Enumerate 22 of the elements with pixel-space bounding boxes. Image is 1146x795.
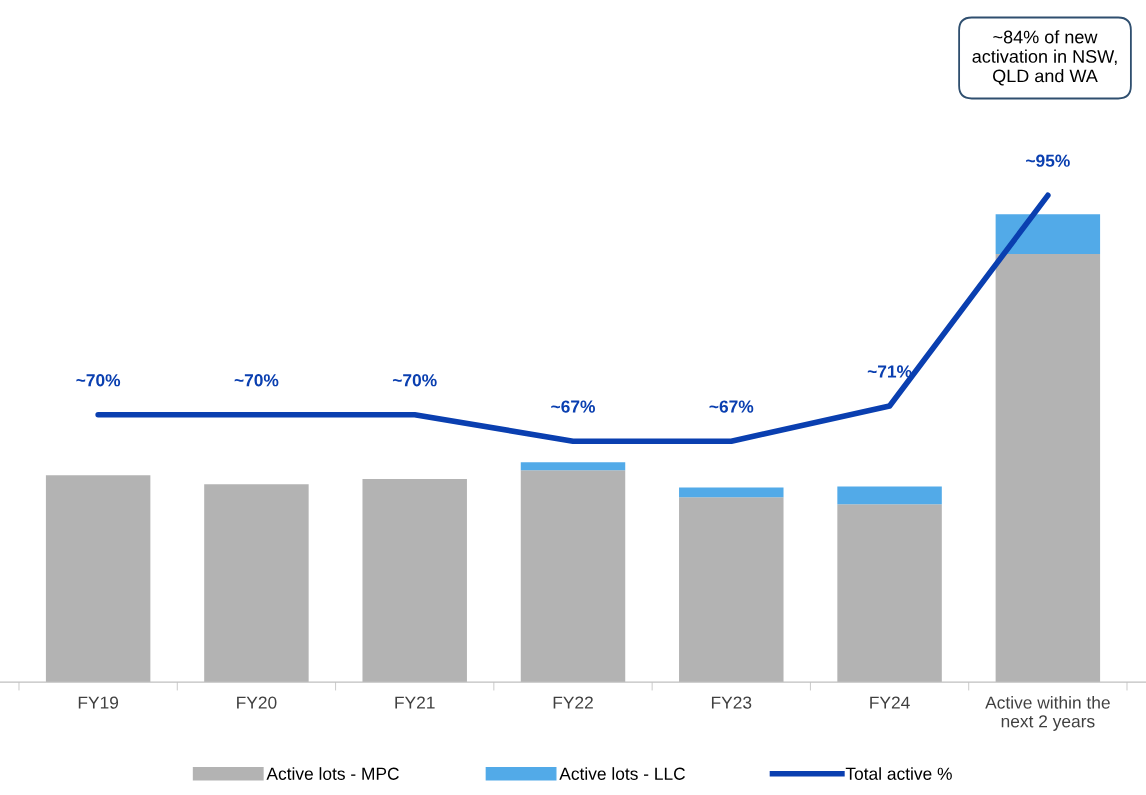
bar bbox=[837, 486, 942, 505]
data-label: ~71% bbox=[867, 365, 912, 378]
data-label: ~70% bbox=[234, 374, 279, 387]
x-tick-label: FY20 bbox=[237, 696, 277, 709]
bar bbox=[679, 487, 784, 498]
x-tick-label: Active within the next 2 years bbox=[985, 696, 1110, 731]
x-tick-label: FY21 bbox=[395, 696, 435, 709]
legend-label: Active lots - LLC bbox=[559, 767, 686, 780]
x-tick-label: FY24 bbox=[870, 696, 910, 709]
data-label: ~95% bbox=[1026, 154, 1070, 167]
legend-label: Total active % bbox=[845, 767, 952, 780]
x-tick-label: FY19 bbox=[78, 696, 119, 709]
data-label: ~70% bbox=[392, 374, 437, 387]
x-tick-label: FY23 bbox=[711, 696, 752, 709]
data-label: ~67% bbox=[551, 400, 595, 413]
bar bbox=[520, 462, 626, 471]
legend-label: Active lots - MPC bbox=[266, 767, 399, 780]
data-label: ~67% bbox=[709, 400, 754, 413]
x-tick-label: FY22 bbox=[553, 696, 593, 709]
text: ~84% of new activation in NSW, QLD and WA bbox=[972, 30, 1117, 86]
data-label: ~70% bbox=[76, 374, 121, 387]
bar bbox=[995, 214, 1101, 254]
